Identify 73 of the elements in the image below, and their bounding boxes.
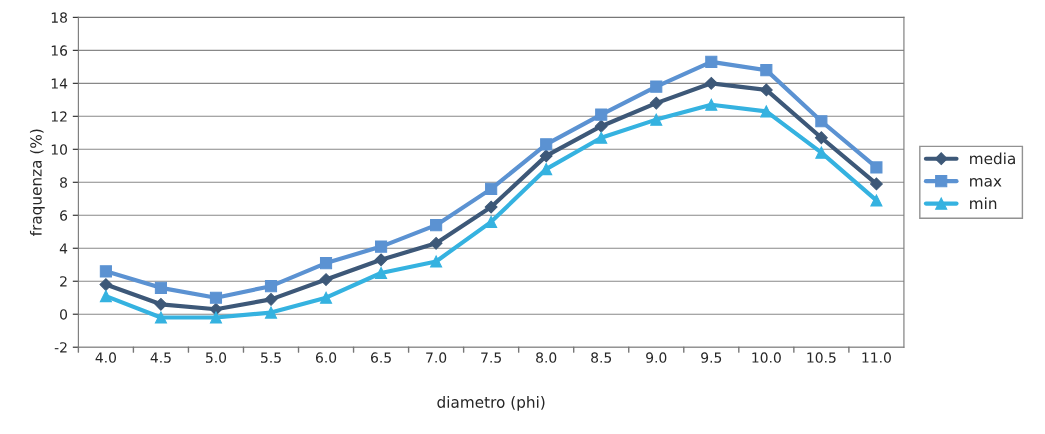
y-tick-label: 4 xyxy=(59,243,68,254)
point xyxy=(154,311,168,324)
point xyxy=(760,64,773,77)
y-tick-label: 6 xyxy=(60,210,68,221)
point xyxy=(319,273,333,286)
point xyxy=(99,265,112,278)
y-tick-label: 14 xyxy=(51,78,68,89)
point xyxy=(99,290,112,303)
point xyxy=(870,161,883,174)
point xyxy=(539,149,553,163)
legend-label: max xyxy=(970,177,1002,187)
y-tick-label: 12 xyxy=(51,111,67,122)
point xyxy=(595,131,608,144)
point xyxy=(815,115,828,128)
x-tick-label: 4.5 xyxy=(150,352,171,363)
y-axis-title: fraquenza (%) xyxy=(29,129,45,237)
point xyxy=(374,253,388,267)
point xyxy=(209,311,223,324)
point xyxy=(485,182,498,195)
x-axis-title: diametro (phi) xyxy=(437,396,545,411)
y-tick-label: 2 xyxy=(60,276,67,287)
point xyxy=(430,219,443,232)
legend-label: min xyxy=(970,197,997,209)
point xyxy=(430,255,443,268)
x-tick-label: 5.5 xyxy=(261,352,281,363)
y-tick-label: 0 xyxy=(60,309,68,320)
x-tick-label: 6.0 xyxy=(315,352,337,363)
x-tick-label: 8.5 xyxy=(591,352,612,363)
point xyxy=(154,281,168,294)
point xyxy=(759,83,773,97)
y-tick-label: -2 xyxy=(54,342,67,353)
point xyxy=(704,76,718,90)
x-tick-label: 8.0 xyxy=(536,352,557,363)
point xyxy=(540,138,553,151)
point xyxy=(99,278,113,291)
x-tick-label: 7.5 xyxy=(481,352,501,363)
point xyxy=(814,131,828,145)
point xyxy=(595,108,608,121)
legend-label: media xyxy=(970,152,1015,165)
x-tick-label: 9.5 xyxy=(701,352,722,363)
point xyxy=(209,291,223,304)
point xyxy=(484,200,498,214)
point xyxy=(375,266,388,280)
x-tick-label: 4.0 xyxy=(95,352,117,363)
point xyxy=(870,194,883,207)
y-tick-label: 10 xyxy=(51,144,68,155)
point xyxy=(264,280,278,293)
point xyxy=(429,236,443,250)
point xyxy=(869,177,883,191)
point xyxy=(319,291,333,304)
point xyxy=(485,215,498,228)
x-tick-label: 10.0 xyxy=(752,352,781,363)
point xyxy=(760,105,773,118)
point xyxy=(594,119,608,133)
x-tick-label: 9.0 xyxy=(646,352,667,363)
x-tick-label: 7.0 xyxy=(426,352,447,363)
point xyxy=(649,96,663,110)
point xyxy=(264,306,278,319)
point xyxy=(154,297,168,311)
x-tick-label: 11.0 xyxy=(862,352,891,363)
point xyxy=(264,292,278,306)
point xyxy=(650,113,663,126)
y-tick-label: 16 xyxy=(51,45,68,56)
x-tick-label: 5.0 xyxy=(205,352,227,363)
x-tick-label: 6.5 xyxy=(371,352,391,363)
x-tick-label: 10.5 xyxy=(807,352,836,363)
y-tick-label: 18 xyxy=(51,12,68,23)
y-tick-label: 8 xyxy=(60,177,68,188)
point xyxy=(375,240,388,253)
point xyxy=(650,80,663,93)
point xyxy=(319,257,333,270)
point xyxy=(705,55,718,68)
point xyxy=(705,98,718,111)
